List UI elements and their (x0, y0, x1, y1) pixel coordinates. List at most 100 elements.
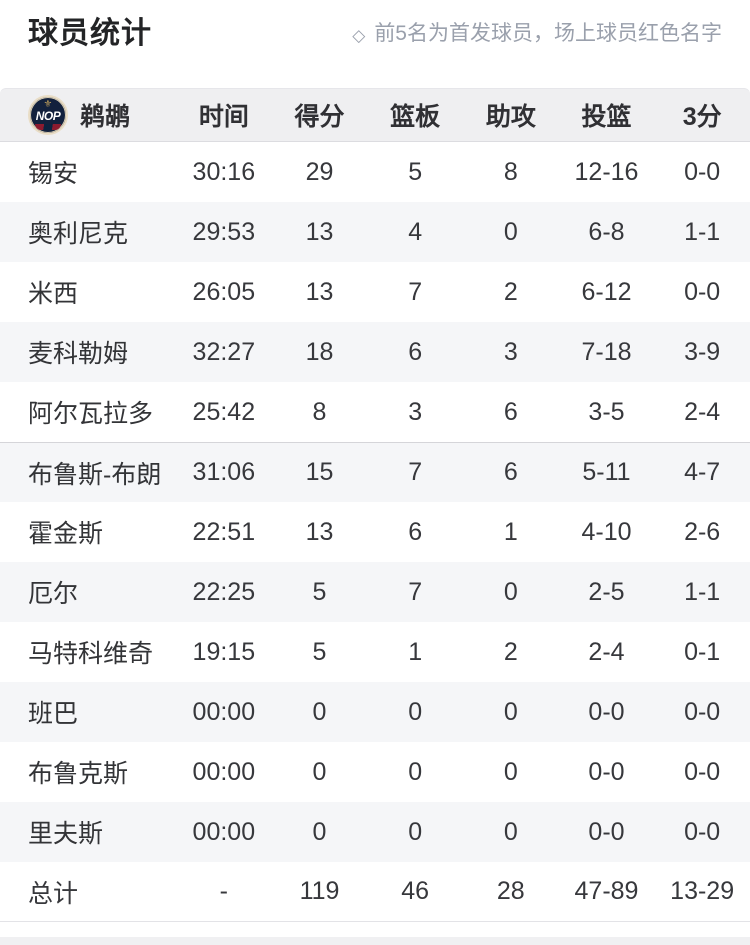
player-name: 布鲁克斯 (28, 760, 129, 788)
player-time: 00:00 (192, 757, 256, 786)
player-name: 阿尔瓦拉多 (28, 400, 154, 428)
logo-bottom-banner (35, 124, 61, 130)
player-time: 25:42 (192, 397, 256, 426)
player-time: 32:27 (192, 337, 256, 366)
player-stats-table: ⚜ NOP 鹈鹕 时间 得分 篮板 助攻 投篮 3分 锡安 30:16 29 5… (0, 88, 750, 922)
player-row[interactable]: 麦科勒姆 32:27 18 6 3 7-18 3-9 (0, 322, 750, 382)
player-rebounds: 1 (408, 637, 423, 666)
player-row[interactable]: 阿尔瓦拉多 25:42 8 3 6 3-5 2-4 (0, 382, 750, 442)
player-threes: 3-9 (684, 337, 721, 366)
player-threes: 0-0 (684, 757, 721, 786)
player-field-goals: 0-0 (588, 697, 625, 726)
player-row[interactable]: 马特科维奇 19:15 5 1 2 2-4 0-1 (0, 622, 750, 682)
player-threes: 0-0 (684, 817, 721, 846)
column-header-points: 得分 (294, 103, 345, 131)
player-assists: 6 (503, 397, 518, 426)
diamond-icon: ◇ (352, 25, 366, 45)
column-header-field-goals: 投篮 (581, 103, 632, 131)
player-rebounds: 7 (408, 577, 423, 606)
player-name: 马特科维奇 (28, 640, 154, 668)
player-row[interactable]: 班巴 00:00 0 0 0 0-0 0-0 (0, 682, 750, 742)
player-assists: 6 (503, 458, 518, 486)
player-rebounds: 0 (408, 817, 423, 846)
team-name: 鹈鹕 (80, 103, 131, 131)
player-row[interactable]: 米西 26:05 13 7 2 6-12 0-0 (0, 262, 750, 322)
next-section-edge (0, 937, 750, 945)
fleur-de-lis-icon: ⚜ (43, 99, 53, 110)
player-row[interactable]: 厄尔 22:25 5 7 0 2-5 1-1 (0, 562, 750, 622)
player-assists: 2 (503, 277, 518, 306)
totals-rebounds: 46 (401, 877, 430, 905)
totals-row: 总计 - 119 46 28 47-89 13-29 (0, 862, 750, 922)
player-assists: 0 (503, 697, 518, 726)
player-field-goals: 6-12 (581, 277, 632, 306)
table-header-row: ⚜ NOP 鹈鹕 时间 得分 篮板 助攻 投篮 3分 (0, 88, 750, 142)
player-assists: 1 (503, 517, 518, 546)
player-rebounds: 7 (408, 458, 423, 486)
player-rebounds: 6 (408, 517, 423, 546)
player-name: 霍金斯 (28, 520, 104, 548)
player-time: 22:51 (192, 517, 256, 546)
player-threes: 2-4 (684, 397, 721, 426)
player-row[interactable]: 里夫斯 00:00 0 0 0 0-0 0-0 (0, 802, 750, 862)
player-points: 13 (305, 517, 334, 546)
player-row[interactable]: 锡安 30:16 29 5 8 12-16 0-0 (0, 142, 750, 202)
player-points: 13 (305, 217, 334, 246)
column-header-rebounds: 篮板 (390, 103, 441, 131)
page-title: 球员统计 (28, 17, 152, 50)
player-threes: 1-1 (684, 217, 721, 246)
player-field-goals: 7-18 (581, 337, 632, 366)
player-rebounds: 3 (408, 397, 423, 426)
player-field-goals: 2-4 (588, 637, 625, 666)
player-time: 26:05 (192, 277, 256, 306)
player-time: 30:16 (192, 157, 256, 186)
player-name: 里夫斯 (28, 820, 104, 848)
player-name: 厄尔 (28, 580, 79, 608)
player-field-goals: 6-8 (588, 217, 625, 246)
totals-points: 119 (299, 877, 340, 905)
player-field-goals: 3-5 (588, 397, 625, 426)
player-name: 班巴 (28, 700, 79, 728)
player-name: 奥利尼克 (28, 220, 129, 248)
player-row[interactable]: 布鲁斯-布朗 31:06 15 7 6 5-11 4-7 (0, 442, 750, 502)
team-header-cell: ⚜ NOP 鹈鹕 (0, 95, 176, 135)
player-name: 麦科勒姆 (28, 340, 129, 368)
player-threes: 0-0 (684, 697, 721, 726)
player-time: 22:25 (192, 577, 256, 606)
player-points: 15 (305, 458, 334, 486)
player-field-goals: 0-0 (588, 817, 625, 846)
player-points: 0 (312, 697, 327, 726)
player-time: 31:06 (192, 458, 256, 486)
page-header: 球员统计 ◇ 前5名为首发球员，场上球员红色名字 (0, 0, 750, 88)
player-threes: 0-0 (684, 277, 721, 306)
player-assists: 0 (503, 757, 518, 786)
player-points: 8 (312, 397, 327, 426)
player-field-goals: 0-0 (588, 757, 625, 786)
player-name: 米西 (28, 280, 79, 308)
logo-nop-text: NOP (35, 109, 61, 123)
player-rebounds: 4 (408, 217, 423, 246)
player-time: 00:00 (192, 817, 256, 846)
player-row[interactable]: 霍金斯 22:51 13 6 1 4-10 2-6 (0, 502, 750, 562)
player-points: 29 (305, 157, 334, 186)
player-time: 19:15 (192, 637, 256, 666)
player-row[interactable]: 奥利尼克 29:53 13 4 0 6-8 1-1 (0, 202, 750, 262)
starter-note-text: 前5名为首发球员，场上球员红色名字 (374, 22, 722, 45)
player-threes: 0-1 (684, 637, 721, 666)
totals-label: 总计 (28, 879, 79, 908)
player-time: 29:53 (192, 217, 256, 246)
player-assists: 3 (503, 337, 518, 366)
starter-note: ◇ 前5名为首发球员，场上球员红色名字 (352, 21, 722, 47)
player-time: 00:00 (192, 697, 256, 726)
player-assists: 0 (503, 577, 518, 606)
player-field-goals: 5-11 (582, 458, 631, 486)
player-points: 5 (312, 637, 327, 666)
totals-assists: 28 (496, 877, 525, 905)
player-name: 锡安 (28, 160, 79, 188)
totals-field-goals: 47-89 (574, 877, 639, 905)
player-assists: 0 (503, 817, 518, 846)
player-rebounds: 0 (408, 757, 423, 786)
player-row[interactable]: 布鲁克斯 00:00 0 0 0 0-0 0-0 (0, 742, 750, 802)
player-points: 5 (312, 577, 327, 606)
column-header-time: 时间 (198, 103, 249, 131)
